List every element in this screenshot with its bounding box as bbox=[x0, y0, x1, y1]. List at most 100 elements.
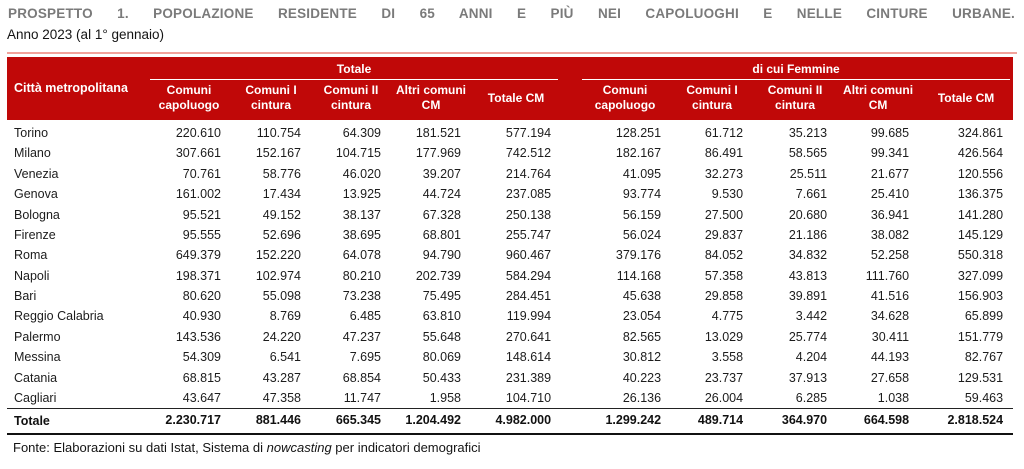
column-header: Comuni I cintura bbox=[671, 79, 754, 121]
column-header: Altri comuni CM bbox=[391, 79, 471, 121]
value-cell-totale: 143.536 bbox=[175, 329, 221, 344]
spacer-cell bbox=[561, 205, 579, 225]
value-cell-femmine: 82.565 bbox=[622, 329, 662, 344]
value-cell-totale: 152.167 bbox=[255, 146, 301, 161]
column-header: Comuni II cintura bbox=[753, 79, 838, 121]
value-cell-totale: 39.207 bbox=[422, 166, 461, 181]
value-cell-totale: 102.974 bbox=[255, 268, 301, 283]
spacer-cell bbox=[561, 286, 579, 306]
value-cell-totale: 43.287 bbox=[262, 370, 301, 385]
city-cell: Torino bbox=[14, 126, 49, 141]
spacer-cell bbox=[561, 408, 580, 435]
page-subtitle: Anno 2023 (al 1° gennaio) bbox=[7, 26, 165, 42]
value-cell-femmine: 141.280 bbox=[957, 207, 1004, 222]
group-label-femmine: di cui Femmine bbox=[582, 62, 1011, 80]
value-cell-totale: 43.647 bbox=[182, 390, 221, 405]
value-cell-femmine: 43.813 bbox=[788, 268, 828, 283]
value-cell-totale: 202.739 bbox=[415, 268, 461, 283]
value-cell-totale: 68.801 bbox=[422, 227, 461, 242]
table-footer: Totale 2.230.717 881.446 665.345 1.204.492 4.… bbox=[7, 408, 1014, 435]
value-cell-femmine: 56.024 bbox=[622, 227, 662, 242]
spacer-cell bbox=[561, 164, 579, 184]
value-cell-totale: 148.614 bbox=[505, 350, 552, 365]
spacer-cell bbox=[561, 120, 579, 143]
value-cell-femmine: 129.531 bbox=[957, 370, 1004, 385]
value-cell-femmine: 93.774 bbox=[622, 187, 662, 202]
value-cell-femmine: 25.511 bbox=[789, 166, 828, 181]
city-cell: Genova bbox=[14, 187, 58, 202]
table-row: Reggio Calabria 40.930 8.769 6.485 63.810 119… bbox=[7, 306, 1013, 326]
value-cell-totale: 94.790 bbox=[422, 248, 461, 263]
spacer-cell bbox=[561, 266, 579, 286]
value-cell-femmine: 3.558 bbox=[711, 350, 744, 365]
city-cell: Napoli bbox=[14, 268, 50, 283]
value-cell-totale: 270.641 bbox=[505, 329, 552, 344]
value-cell-totale: 49.152 bbox=[262, 207, 301, 222]
value-cell-femmine: 57.358 bbox=[704, 268, 744, 283]
value-cell-femmine: 29.837 bbox=[704, 227, 744, 242]
source-note: Fonte: Elaborazioni su dati Istat, Siste… bbox=[13, 440, 1024, 455]
value-cell-totale: 64.078 bbox=[342, 248, 381, 263]
value-cell-femmine: 27.658 bbox=[870, 370, 910, 385]
value-cell-totale: 52.696 bbox=[262, 227, 301, 242]
value-cell-totale: 73.238 bbox=[342, 289, 381, 304]
value-cell-totale: 577.194 bbox=[505, 126, 552, 141]
value-cell-femmine: 136.375 bbox=[957, 187, 1004, 202]
spacer-cell bbox=[561, 245, 579, 265]
value-cell-totale: 80.069 bbox=[422, 350, 461, 365]
value-cell-totale: 8.769 bbox=[269, 309, 301, 324]
city-cell: Firenze bbox=[14, 227, 56, 242]
value-cell-femmine: 151.779 bbox=[957, 329, 1004, 344]
table-row: Venezia 70.761 58.776 46.020 39.207 214.764 41… bbox=[7, 164, 1013, 184]
value-cell-totale: 17.434 bbox=[262, 187, 301, 202]
table-body: Torino 220.610 110.754 64.309 181.521 577.194… bbox=[7, 120, 1013, 409]
value-cell-femmine: 56.159 bbox=[622, 207, 662, 222]
value-cell-totale: 284.451 bbox=[505, 289, 552, 304]
value-cell-femmine: 25.774 bbox=[788, 329, 828, 344]
city-cell: Reggio Calabria bbox=[14, 309, 104, 324]
value-cell-totale: 63.810 bbox=[422, 309, 461, 324]
value-cell-totale: 2.230.717 bbox=[147, 408, 231, 435]
value-cell-totale: 68.854 bbox=[342, 370, 381, 385]
city-cell: Messina bbox=[14, 350, 61, 365]
value-cell-femmine: 21.186 bbox=[788, 227, 828, 242]
value-cell-totale: 75.495 bbox=[422, 289, 461, 304]
value-cell-femmine: 86.491 bbox=[704, 146, 744, 161]
page-title: PROSPETTO 1. POPOLAZIONE RESIDENTE DI 65… bbox=[8, 6, 1015, 21]
value-cell-femmine: 34.628 bbox=[870, 309, 910, 324]
value-cell-totale: 46.020 bbox=[342, 166, 381, 181]
value-cell-totale: 24.220 bbox=[262, 329, 301, 344]
value-cell-totale: 64.309 bbox=[342, 126, 381, 141]
value-cell-totale: 1.204.492 bbox=[391, 408, 471, 435]
value-cell-femmine: 25.410 bbox=[870, 187, 910, 202]
value-cell-totale: 95.521 bbox=[182, 207, 221, 222]
value-cell-femmine: 35.213 bbox=[788, 126, 828, 141]
city-cell: Catania bbox=[14, 370, 58, 385]
value-cell-femmine: 36.941 bbox=[870, 207, 910, 222]
value-cell-totale: 67.328 bbox=[422, 207, 461, 222]
value-cell-femmine: 489.714 bbox=[671, 408, 754, 435]
value-cell-totale: 80.210 bbox=[342, 268, 381, 283]
city-column-header: Città metropolitana bbox=[7, 56, 147, 121]
value-cell-totale: 881.446 bbox=[231, 408, 311, 435]
value-cell-totale: 4.982.000 bbox=[471, 408, 562, 435]
source-note-italic: nowcasting bbox=[266, 439, 332, 455]
value-cell-totale: 307.661 bbox=[175, 146, 221, 161]
city-cell: Totale bbox=[7, 408, 147, 435]
value-cell-femmine: 99.341 bbox=[870, 146, 910, 161]
value-cell-femmine: 44.193 bbox=[870, 350, 910, 365]
group-spacer bbox=[561, 56, 580, 121]
group-label-totale: Totale bbox=[150, 62, 559, 80]
value-cell-totale: 665.345 bbox=[311, 408, 391, 435]
value-cell-femmine: 82.767 bbox=[964, 350, 1004, 365]
value-cell-totale: 6.541 bbox=[269, 350, 301, 365]
value-cell-totale: 55.098 bbox=[262, 289, 301, 304]
value-cell-femmine: 182.167 bbox=[615, 146, 662, 161]
group-header-totale: Totale bbox=[147, 56, 562, 80]
value-cell-femmine: 426.564 bbox=[957, 146, 1004, 161]
value-cell-totale: 95.555 bbox=[182, 227, 221, 242]
value-cell-totale: 47.358 bbox=[262, 390, 301, 405]
value-cell-totale: 231.389 bbox=[505, 370, 552, 385]
value-cell-femmine: 7.661 bbox=[795, 187, 828, 202]
value-cell-femmine: 364.970 bbox=[753, 408, 838, 435]
